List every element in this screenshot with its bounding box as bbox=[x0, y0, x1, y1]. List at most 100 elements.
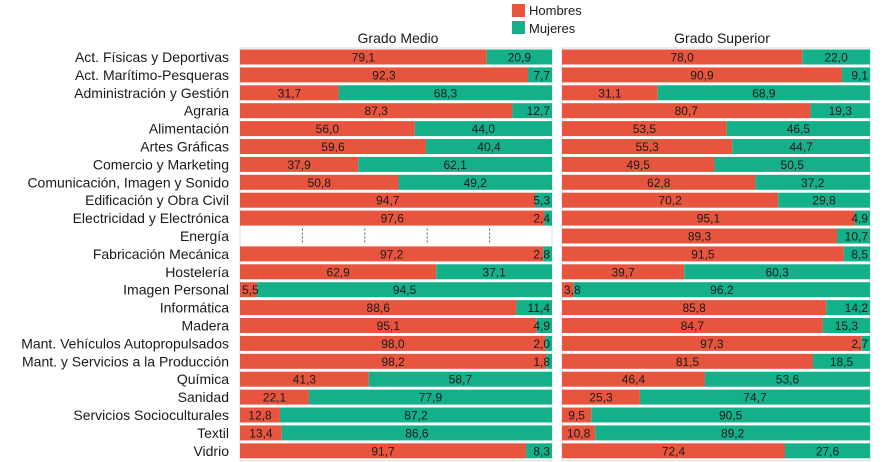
value-label-hombres: 31,1 bbox=[598, 86, 622, 100]
bar-mujeres-grado-medio-madera bbox=[536, 318, 552, 333]
value-label-mujeres: 2,7 bbox=[851, 337, 868, 351]
bar-mujeres-grado-medio-administracion-y-gestion bbox=[338, 85, 552, 101]
bar-hombres-grado-superior-madera bbox=[562, 318, 823, 333]
value-label-hombres: 97,2 bbox=[380, 247, 404, 261]
value-label-mujeres: 15,3 bbox=[835, 319, 859, 333]
value-label-mujeres: 40,4 bbox=[477, 140, 501, 154]
value-label-hombres: 72,4 bbox=[662, 444, 686, 458]
bar-hombres-grado-medio-quimica bbox=[240, 371, 369, 387]
category-label-imagen-personal: Imagen Personal bbox=[123, 282, 229, 298]
value-label-mujeres: 8,3 bbox=[533, 444, 550, 458]
bar-hombres-grado-medio-act-fisicas-y-deportivas bbox=[240, 49, 487, 65]
value-label-hombres: 59,6 bbox=[321, 140, 345, 154]
bar-hombres-grado-medio-alimentacion bbox=[240, 121, 415, 137]
category-label-comercio-y-marketing: Comercio y Marketing bbox=[93, 156, 229, 172]
value-label-mujeres: 29,8 bbox=[812, 194, 836, 208]
value-label-mujeres: 22,0 bbox=[824, 51, 848, 65]
bar-mujeres-grado-medio-servicios-socioculturales bbox=[279, 407, 552, 423]
value-label-mujeres: 44,0 bbox=[472, 122, 496, 136]
value-label-mujeres: 7,7 bbox=[533, 68, 550, 82]
bar-hombres-grado-superior-agraria bbox=[562, 103, 811, 119]
value-label-hombres: 94,7 bbox=[376, 194, 400, 208]
bar-hombres-grado-medio-comercio-y-marketing bbox=[240, 156, 359, 172]
bar-mujeres-grado-superior-sanidad bbox=[639, 389, 870, 405]
category-label-textil: Textil bbox=[197, 425, 229, 441]
value-label-mujeres: 10,7 bbox=[845, 230, 869, 244]
bar-mujeres-grado-medio-comunicacion-imagen-y-sonido bbox=[398, 174, 552, 190]
bar-mujeres-grado-superior-mant-y-servicios-a-la-produccion bbox=[813, 353, 870, 369]
bar-mujeres-grado-superior-act-fisicas-y-deportivas bbox=[802, 49, 870, 65]
legend-swatch-hombres bbox=[512, 4, 525, 17]
bar-mujeres-grado-medio-quimica bbox=[368, 371, 552, 387]
value-label-hombres: 97,3 bbox=[700, 337, 724, 351]
value-label-hombres: 10,8 bbox=[567, 426, 591, 440]
bar-hombres-grado-medio-electricidad-y-electronica bbox=[240, 210, 545, 226]
bar-mujeres-grado-medio-alimentacion bbox=[414, 121, 552, 137]
category-label-informatica: Informática bbox=[160, 300, 229, 316]
bar-mujeres-grado-superior-informatica bbox=[826, 300, 870, 316]
bar-mujeres-grado-medio-mant-vehiculos-autopropulsados bbox=[545, 335, 552, 351]
value-label-hombres: 95,1 bbox=[377, 319, 401, 333]
value-label-hombres: 91,5 bbox=[691, 247, 715, 261]
value-label-mujeres: 4,9 bbox=[851, 212, 868, 226]
bar-hombres-grado-superior-servicios-socioculturales bbox=[562, 407, 592, 423]
bar-hombres-grado-medio-vidrio bbox=[240, 443, 527, 459]
bar-mujeres-grado-medio-agraria bbox=[512, 103, 552, 119]
category-label-electricidad-y-electronica: Electricidad y Electrónica bbox=[73, 210, 230, 226]
category-label-act-fisicas-y-deportivas: Act. Físicas y Deportivas bbox=[75, 49, 229, 65]
bar-hombres-grado-medio-act-maritimo-pesqueras bbox=[240, 67, 528, 83]
bar-hombres-grado-superior-comunicacion-imagen-y-sonido bbox=[562, 174, 756, 190]
bar-hombres-grado-superior-alimentacion bbox=[562, 121, 727, 137]
bar-mujeres-grado-superior-imagen-personal bbox=[573, 282, 870, 298]
value-label-mujeres: 74,7 bbox=[743, 391, 767, 405]
bar-mujeres-grado-superior-energia bbox=[837, 228, 870, 244]
value-label-mujeres: 9,1 bbox=[851, 68, 868, 82]
value-label-hombres: 70,2 bbox=[658, 194, 682, 208]
value-label-mujeres: 96,2 bbox=[710, 283, 734, 297]
value-label-mujeres: 58,7 bbox=[449, 373, 473, 387]
category-label-madera: Madera bbox=[182, 318, 230, 334]
category-label-quimica: Química bbox=[177, 371, 229, 387]
legend-swatch-mujeres bbox=[512, 21, 525, 34]
category-label-fabricacion-mecanica: Fabricación Mecánica bbox=[93, 246, 229, 262]
value-label-mujeres: 94,5 bbox=[393, 283, 417, 297]
bar-hombres-grado-superior-comercio-y-marketing bbox=[562, 156, 715, 172]
bar-mujeres-grado-superior-madera bbox=[822, 318, 870, 333]
bar-mujeres-grado-medio-mant-y-servicios-a-la-produccion bbox=[546, 353, 552, 369]
category-label-mant-vehiculos-autopropulsados: Mant. Vehículos Autopropulsados bbox=[21, 335, 229, 351]
value-label-hombres: 95,1 bbox=[697, 212, 721, 226]
value-label-hombres: 62,8 bbox=[647, 176, 671, 190]
bar-mujeres-grado-medio-hosteleria bbox=[436, 264, 552, 280]
bar-mujeres-grado-superior-administracion-y-gestion bbox=[657, 85, 870, 101]
bar-hombres-grado-superior-electricidad-y-electronica bbox=[562, 210, 855, 226]
value-label-hombres: 5,5 bbox=[242, 283, 259, 297]
bar-mujeres-grado-medio-act-maritimo-pesqueras bbox=[527, 67, 552, 83]
bar-hombres-grado-medio-madera bbox=[240, 318, 537, 333]
bar-mujeres-grado-superior-edificacion-y-obra-civil bbox=[778, 192, 870, 208]
category-label-administracion-y-gestion: Administración y Gestión bbox=[74, 85, 229, 101]
value-label-mujeres: 53,6 bbox=[776, 373, 800, 387]
value-label-hombres: 55,3 bbox=[635, 140, 659, 154]
category-label-artes-graficas: Artes Gráficas bbox=[140, 139, 229, 155]
value-label-mujeres: 50,5 bbox=[781, 158, 805, 172]
category-label-energia: Energía bbox=[180, 228, 229, 244]
bar-mujeres-grado-superior-vidrio bbox=[784, 443, 870, 459]
value-label-hombres: 13,4 bbox=[249, 426, 273, 440]
value-label-mujeres: 44,7 bbox=[789, 140, 813, 154]
bar-hombres-grado-medio-hosteleria bbox=[240, 264, 437, 280]
category-label-vidrio: Vidrio bbox=[193, 443, 229, 459]
bar-mujeres-grado-superior-alimentacion bbox=[726, 121, 870, 137]
bar-mujeres-grado-medio-fabricacion-mecanica bbox=[543, 246, 552, 262]
bar-hombres-grado-superior-act-fisicas-y-deportivas bbox=[562, 49, 803, 65]
category-label-comunicacion-imagen-y-sonido: Comunicación, Imagen y Sonido bbox=[27, 174, 229, 190]
bar-hombres-grado-medio-fabricacion-mecanica bbox=[240, 246, 544, 262]
bar-hombres-grado-superior-act-maritimo-pesqueras bbox=[562, 67, 842, 83]
value-label-hombres: 85,8 bbox=[682, 301, 706, 315]
value-label-mujeres: 20,9 bbox=[508, 51, 532, 65]
value-label-mujeres: 2,0 bbox=[533, 337, 550, 351]
value-label-hombres: 3,8 bbox=[564, 283, 581, 297]
bar-mujeres-grado-superior-textil bbox=[595, 425, 870, 441]
value-label-mujeres: 12,7 bbox=[527, 104, 551, 118]
value-label-mujeres: 87,2 bbox=[404, 409, 428, 423]
